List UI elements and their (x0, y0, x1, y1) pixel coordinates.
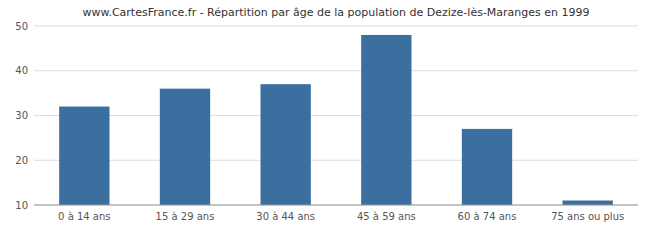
chart-title: www.CartesFrance.fr - Répartition par âg… (82, 6, 589, 19)
bar (361, 35, 411, 205)
bars (59, 35, 613, 205)
bar (160, 89, 210, 205)
bar (59, 107, 109, 205)
grid-line (34, 26, 638, 27)
x-tick-label: 45 à 59 ans (357, 211, 416, 222)
grid (34, 26, 638, 205)
y-tick-label: 10 (15, 200, 28, 211)
x-tick-label: 60 à 74 ans (458, 211, 517, 222)
x-tick-label: 15 à 29 ans (156, 211, 215, 222)
chart-container: www.CartesFrance.fr - Répartition par âg… (0, 0, 650, 229)
bar (462, 129, 512, 205)
grid-line (34, 70, 638, 71)
x-tick-label: 0 à 14 ans (58, 211, 110, 222)
bar (563, 201, 613, 205)
grid-line (34, 115, 638, 116)
bar (261, 84, 311, 205)
y-tick-label: 50 (15, 21, 28, 32)
x-tick-label: 75 ans ou plus (551, 211, 624, 222)
y-tick-label: 30 (15, 110, 28, 121)
y-tick-label: 40 (15, 65, 28, 76)
grid-line (34, 205, 638, 206)
x-axis-line (34, 205, 638, 206)
y-tick-label: 20 (15, 155, 28, 166)
chart-svg: www.CartesFrance.fr - Répartition par âg… (0, 0, 650, 229)
x-tick-label: 30 à 44 ans (256, 211, 315, 222)
grid-line (34, 160, 638, 161)
